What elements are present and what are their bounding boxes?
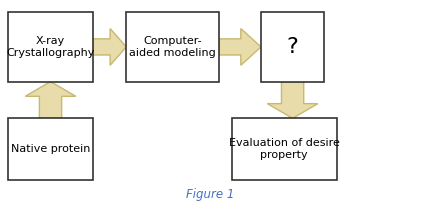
Text: ?: ? <box>287 37 298 57</box>
FancyBboxPatch shape <box>261 12 324 82</box>
Text: Evaluation of desire
property: Evaluation of desire property <box>229 138 340 160</box>
Text: Figure 1: Figure 1 <box>187 188 234 201</box>
Text: Computer-
aided modeling: Computer- aided modeling <box>129 36 216 58</box>
Polygon shape <box>25 82 76 118</box>
Polygon shape <box>219 29 261 65</box>
Polygon shape <box>93 29 126 65</box>
Text: Native protein: Native protein <box>11 144 90 154</box>
FancyBboxPatch shape <box>232 118 337 180</box>
Polygon shape <box>267 82 318 118</box>
FancyBboxPatch shape <box>8 118 93 180</box>
FancyBboxPatch shape <box>126 12 219 82</box>
FancyBboxPatch shape <box>8 12 93 82</box>
Text: X-ray
Crystallography: X-ray Crystallography <box>6 36 95 58</box>
